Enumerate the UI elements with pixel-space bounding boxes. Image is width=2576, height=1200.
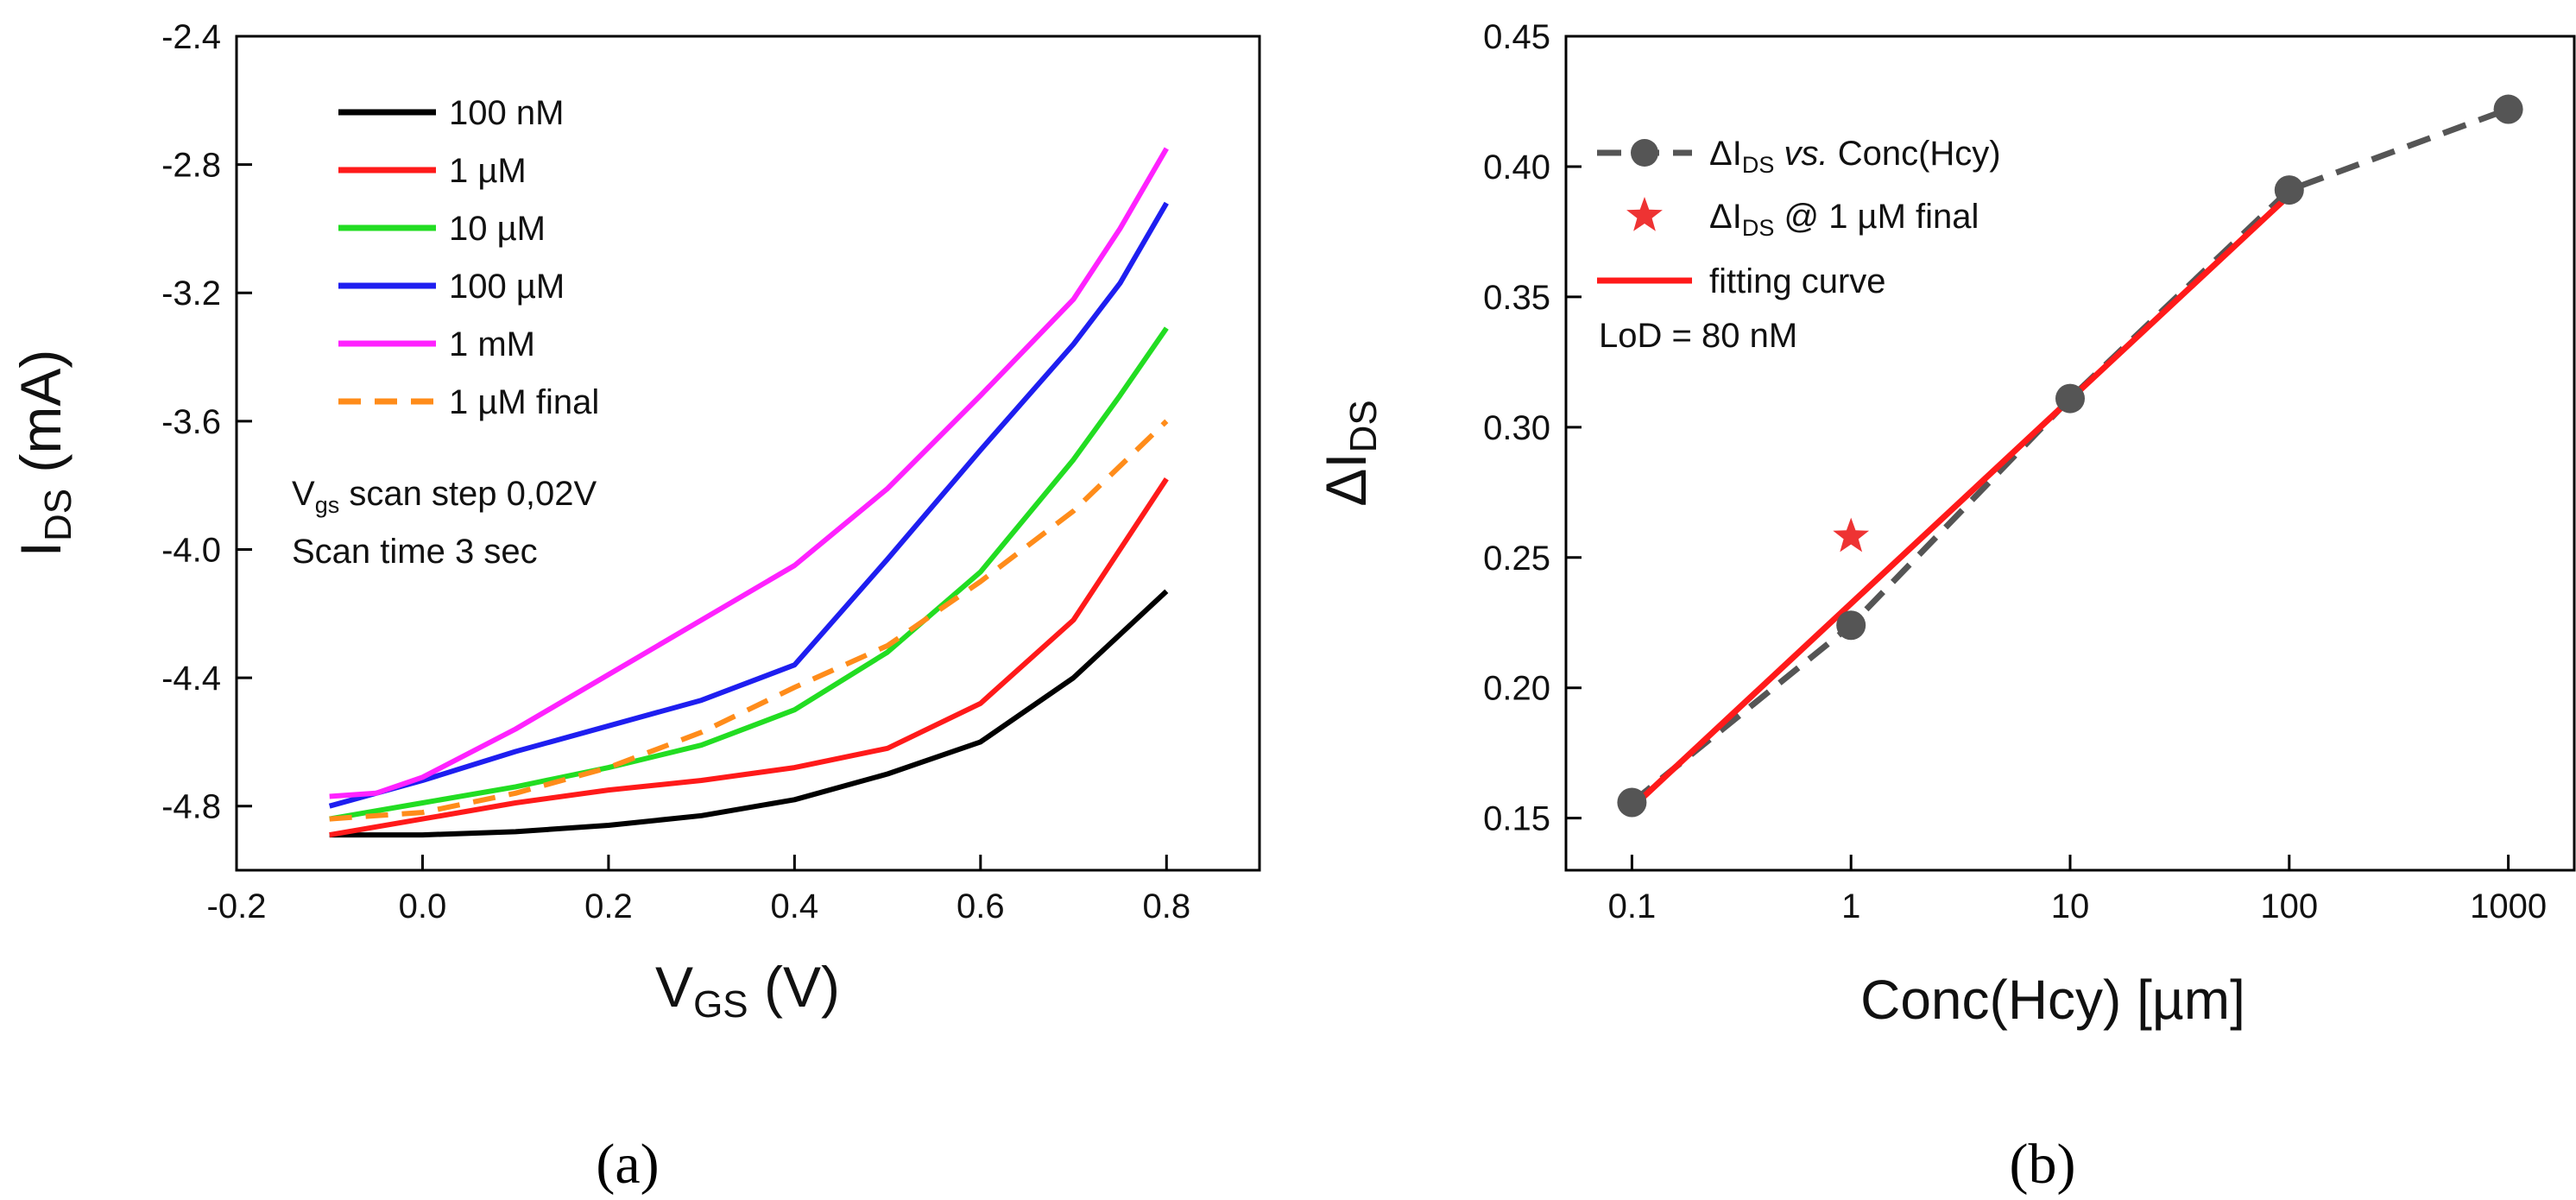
legend-b-marker-data [1631,139,1658,167]
legend-b-label-fit: fitting curve [1709,262,1886,300]
chart-b-data-point [2274,175,2304,205]
chart-a-x-tick-label: 0.8 [1142,887,1190,925]
chart-a-y-tick-label: -4.8 [161,788,221,826]
chart-b-series-group [1617,94,2523,818]
chart-b-y-tick-label: 0.25 [1483,540,1550,578]
chart-b-y-ticks: 0.15 0.20 0.25 0.30 0.35 0.40 0.45 [1483,18,1582,838]
legend-b-star-marker [1626,197,1663,231]
chart-b-y-tick-label: 0.40 [1483,148,1550,186]
chart-a-x-tick-label: 0.6 [957,887,1005,925]
chart-b-fitting-line [1630,193,2292,811]
legend-b-label-final: ΔIDS @ 1 µM final [1709,198,1979,241]
chart-a-x-label: VGS (V) [655,955,840,1026]
chart-a-x-tick-label: 0.0 [399,887,447,925]
chart-a-y-tick-label: -2.4 [161,18,221,56]
chart-b-y-tick-label: 0.35 [1483,279,1550,317]
chart-a-x-tick-label: 0.4 [771,887,819,925]
chart-a-series-line-1 [329,589,1169,838]
chart-a-series-line-4 [328,201,1169,809]
chart-b-legend: ΔIDS vs. Conc(Hcy) ΔIDS @ 1 µM final fit… [1597,135,2001,355]
chart-a-y-ticks: -4.8 -4.4 -4.0 -3.6 -3.2 -2.8 -2.4 [161,18,252,826]
chart-b-x-label: Conc(Hcy) [µm] [1860,969,2245,1031]
chart-b-x-ticks: 0.1 1 10 100 1000 [1608,855,2547,925]
caption-b: (b) [2010,1133,2076,1196]
chart-a-frame [235,35,1261,872]
chart-b-x-tick-label: 10 [2051,887,2090,925]
chart-a-series-group [328,147,1169,838]
chart-a-x-tick-label: -0.2 [207,887,267,925]
chart-a-legend: 100 nM 1 µM 10 µM 100 µM 1 mM 1 µM final [338,94,599,421]
chart-b-star-point [1833,517,1870,553]
chart-a-legend-label-6: 1 µM final [449,383,599,421]
chart-a-series-line-6 [329,419,1169,822]
chart-b-data-point [1836,610,1866,641]
caption-a: (a) [596,1133,659,1196]
chart-a-y-tick-label: -3.6 [161,403,221,441]
chart-b-data-point [2493,94,2523,124]
chart-a-y-tick-label: -3.2 [161,275,221,313]
chart-b-x-tick-label: 1 [1841,887,1860,925]
chart-a-annotation-scan-step: Vgs scan step 0,02V [292,475,597,518]
chart-a: -0.2 0.0 0.2 0.4 0.6 0.8 -4.8 -4.4 -4.0 -3.6 -3.2… [9,18,1261,1026]
chart-a-legend-label-1: 100 nM [449,94,564,132]
legend-b-label-data: ΔIDS vs. Conc(Hcy) [1709,135,2001,178]
chart-a-legend-label-4: 100 µM [449,268,565,306]
chart-b-data-dashed-line [1630,106,2510,805]
chart-b-data-point [2055,383,2085,414]
chart-a-series-line-2 [329,477,1169,838]
chart-a-x-ticks: -0.2 0.0 0.2 0.4 0.6 0.8 [207,855,1190,925]
chart-b-x-tick-label: 100 [2260,887,2318,925]
chart-a-y-label: IDS (mA) [9,350,79,558]
chart-a-series-line-3 [329,326,1169,822]
chart-b-y-tick-label: 0.45 [1483,18,1550,56]
chart-a-legend-label-2: 1 µM [449,152,527,190]
chart-a-legend-label-3: 10 µM [449,210,546,248]
chart-b-data-point [1617,787,1647,818]
chart-a-legend-label-5: 1 mM [449,325,535,363]
chart-b-y-label: ΔIDS [1314,400,1385,507]
chart-b-x-tick-label: 1000 [2470,887,2547,925]
chart-b: 0.1 1 10 100 1000 0.150.200.250.300.350.400.… [1314,18,2576,1031]
chart-b-y-tick-label: 0.20 [1483,670,1550,708]
chart-a-x-tick-label: 0.2 [584,887,633,925]
chart-b-y-tick-label: 0.15 [1483,800,1550,838]
chart-a-annotation-scan-time: Scan time 3 sec [292,533,538,571]
chart-b-y-tick-label: 0.30 [1483,409,1550,447]
chart-a-series-line-5 [329,147,1169,799]
chart-a-y-tick-label: -2.8 [161,147,221,185]
chart-a-y-tick-label: -4.4 [161,660,221,698]
chart-a-y-tick-label: -4.0 [161,531,221,569]
chart-b-x-tick-label: 0.1 [1608,887,1657,925]
legend-b-lod-note: LoD = 80 nM [1599,317,1797,355]
